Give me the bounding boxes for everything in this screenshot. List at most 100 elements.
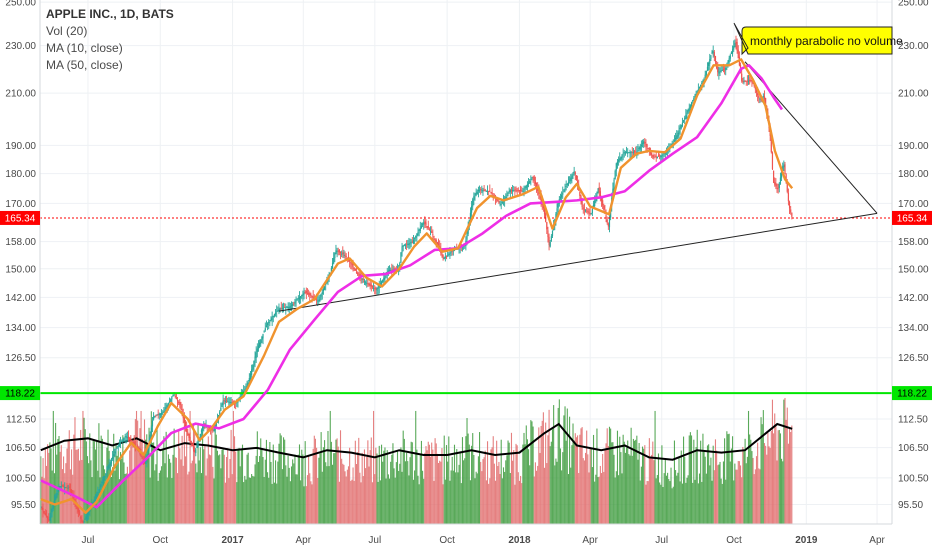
candle-body (366, 283, 368, 285)
price-tick-left: 210.00 (5, 89, 36, 100)
price-tick-left: 150.00 (5, 264, 36, 275)
candle-body (186, 426, 188, 432)
candle-body (542, 204, 544, 209)
candle-body (304, 292, 306, 293)
volume-bar (288, 467, 290, 524)
volume-bar (305, 486, 307, 524)
candle-body (119, 442, 122, 444)
volume-bar (537, 465, 539, 524)
candle-body (243, 390, 245, 393)
candle-body (254, 356, 256, 361)
candle-body (550, 236, 552, 241)
candle-body (279, 308, 281, 310)
volume-bar (280, 435, 282, 524)
candle-body (268, 321, 270, 324)
time-tick: 2017 (221, 535, 244, 546)
volume-bar (599, 465, 601, 524)
volume-bar (192, 424, 195, 524)
candle-body (93, 499, 95, 504)
volume-bar (180, 459, 182, 524)
candle-body (661, 155, 663, 157)
candle-body (159, 413, 162, 415)
candle-body (297, 298, 299, 300)
volume-bar (237, 448, 239, 524)
volume-bar (608, 426, 611, 524)
volume-bar (651, 454, 653, 524)
volume-bar (766, 454, 768, 524)
candle-body (423, 222, 425, 225)
volume-bar (301, 449, 303, 524)
volume-bar (411, 442, 413, 524)
volume-bar (621, 473, 623, 524)
volume-bar (303, 486, 305, 524)
volume-bar (354, 440, 356, 524)
candle-body (367, 283, 369, 285)
volume-bar (732, 436, 734, 524)
volume-bar (426, 450, 428, 524)
volume-bar (153, 442, 155, 524)
candle-body (100, 484, 102, 488)
candle-body (132, 441, 134, 444)
volume-bar (226, 456, 228, 524)
candle-body (199, 433, 201, 438)
candle-body (361, 278, 363, 280)
volume-bar (189, 410, 191, 524)
volume-bar (620, 452, 622, 524)
candle-body (788, 202, 791, 209)
volume-bar (706, 445, 709, 524)
volume-bar (297, 454, 299, 524)
candle-body (311, 295, 313, 297)
volume-bar (195, 463, 197, 524)
volume-bar (129, 450, 131, 524)
candle-body (790, 209, 792, 213)
volume-bar (676, 475, 678, 524)
candle-body (310, 294, 312, 297)
volume-bar (498, 461, 500, 524)
candle-body (474, 194, 476, 196)
volume-bar (423, 478, 425, 524)
volume-bar (278, 443, 280, 524)
candle-body (651, 152, 653, 156)
volume-bar (754, 469, 756, 524)
candle-body (500, 203, 502, 205)
volume-bar (530, 420, 532, 524)
volume-bar (293, 463, 295, 524)
volume-bar (509, 472, 511, 524)
volume-bar (247, 452, 249, 524)
legend-volume[interactable]: Vol (20) (46, 24, 88, 38)
legend-ma10[interactable]: MA (10, close) (46, 41, 123, 55)
candle-body (656, 156, 658, 159)
legend-ma50[interactable]: MA (50, close) (46, 58, 123, 72)
candle-body (64, 487, 66, 489)
volume-bar (376, 453, 378, 524)
candle-body (676, 135, 678, 139)
volume-bar (508, 442, 510, 524)
volume-bar (395, 462, 397, 524)
volume-bar (481, 471, 483, 524)
candle-body (525, 185, 527, 189)
candle-body (526, 184, 529, 187)
candle-body (194, 449, 196, 453)
candle-body (168, 401, 171, 402)
price-tick-right: 112.50 (898, 414, 928, 425)
volume-bar (345, 476, 347, 524)
candle-body (685, 115, 687, 119)
candle-body (723, 68, 726, 70)
volume-bar (281, 469, 283, 524)
volume-bar (781, 458, 783, 524)
candle-body (746, 80, 748, 82)
candle-body (173, 394, 175, 396)
volume-bar (531, 421, 533, 524)
volume-bar (643, 448, 645, 524)
candle-body (370, 284, 372, 287)
volume-bar (388, 478, 391, 524)
candle-body (321, 291, 323, 294)
candle-body (187, 432, 189, 436)
candle-body (655, 156, 657, 158)
volume-bar (716, 450, 718, 524)
candle-body (522, 190, 524, 192)
price-tick-left: 95.50 (11, 500, 36, 511)
price-tick-right: 230.00 (898, 41, 929, 52)
